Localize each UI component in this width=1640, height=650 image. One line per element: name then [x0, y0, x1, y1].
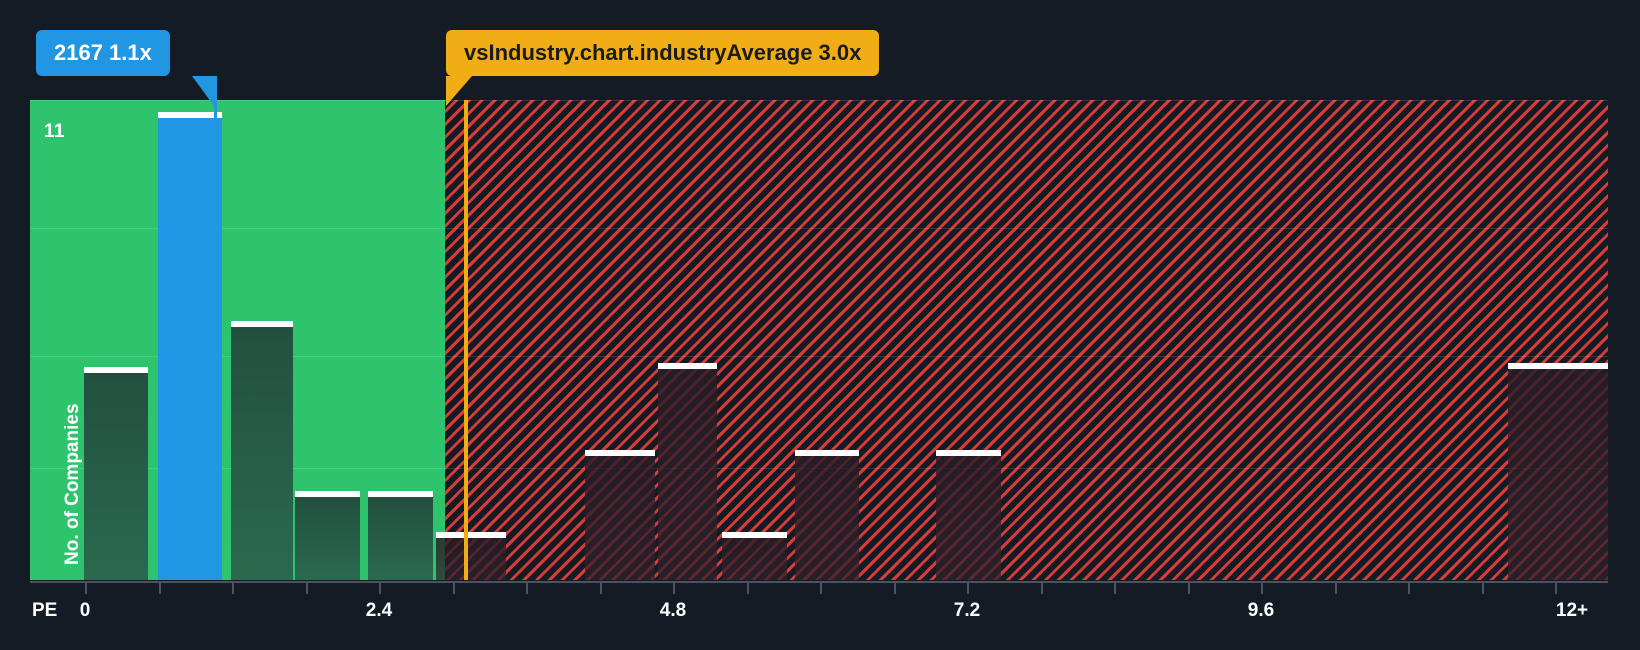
x-axis-tick	[1261, 583, 1263, 594]
x-axis-tick	[673, 583, 675, 594]
x-axis-tick	[1482, 583, 1484, 594]
x-axis-tick	[1555, 583, 1557, 594]
x-axis-tick	[232, 583, 234, 594]
x-axis-label-7.2: 7.2	[953, 600, 981, 621]
bar-bin-11[interactable]	[658, 363, 717, 580]
plot-area	[30, 100, 1608, 580]
bar-bin-16[interactable]	[936, 450, 1001, 580]
x-axis-tick	[379, 583, 381, 594]
x-axis-tick	[159, 583, 161, 594]
x-axis-tick	[1408, 583, 1410, 594]
bar-bin-2[interactable]	[231, 321, 293, 580]
bar-bin-9[interactable]	[585, 450, 655, 580]
bar-cap	[158, 112, 222, 118]
x-axis-tick	[747, 583, 749, 594]
bar-bin-1-highlighted[interactable]	[158, 112, 222, 580]
bar-bin-3[interactable]	[295, 491, 360, 580]
x-axis-tick	[894, 583, 896, 594]
bar-cap	[295, 491, 360, 497]
bar-bin-4[interactable]	[368, 491, 433, 580]
x-axis-label-12: 12+	[1555, 600, 1589, 621]
bar-cap	[585, 450, 655, 456]
industry-average-callout-tail	[446, 76, 472, 106]
gridline-y-1	[30, 100, 1608, 101]
bar-cap	[795, 450, 859, 456]
bar-cap	[231, 321, 293, 327]
industry-average-callout[interactable]: vsIndustry.chart.industryAverage 3.0x	[446, 30, 880, 76]
bar-cap	[936, 450, 1001, 456]
company-callout-stem	[214, 76, 217, 118]
bar-bin-0[interactable]	[84, 367, 148, 580]
gridline-y-2	[30, 228, 1608, 229]
x-axis-tick	[453, 583, 455, 594]
industry-average-line	[464, 100, 468, 580]
x-axis-tick	[1335, 583, 1337, 594]
bar-bin-30[interactable]	[1508, 363, 1608, 580]
x-axis-tick	[85, 583, 87, 594]
bar-cap	[84, 367, 148, 373]
x-axis-tick	[1188, 583, 1190, 594]
bar-cap	[368, 491, 433, 497]
company-callout[interactable]: 2167 1.1x	[36, 30, 170, 76]
bar-bin-12[interactable]	[722, 532, 787, 580]
x-axis-tick	[526, 583, 528, 594]
x-axis-tick	[600, 583, 602, 594]
overvalued-zone	[445, 100, 1608, 580]
x-axis-tick	[1041, 583, 1043, 594]
x-axis-label-0: 0	[79, 600, 91, 621]
x-axis-title: PE	[32, 600, 58, 621]
bar-cap	[722, 532, 787, 538]
x-axis-label-2.4: 2.4	[365, 600, 393, 621]
x-axis-tick	[820, 583, 822, 594]
x-axis-label-4.8: 4.8	[659, 600, 687, 621]
x-axis-label-9.6: 9.6	[1247, 600, 1275, 621]
bar-bin-14[interactable]	[795, 450, 859, 580]
bar-cap	[1508, 363, 1608, 369]
y-axis-max-label: 11	[44, 121, 65, 142]
x-axis-tick	[967, 583, 969, 594]
gridline-y-3	[30, 356, 1608, 357]
bar-bin-5[interactable]	[436, 532, 506, 580]
x-axis-line	[30, 581, 1608, 583]
x-axis-tick	[1114, 583, 1116, 594]
bar-cap	[436, 532, 506, 538]
x-axis-tick	[306, 583, 308, 594]
y-axis-title: No. of Companies	[62, 403, 83, 565]
bar-cap	[658, 363, 717, 369]
company-callout-tail	[192, 76, 214, 106]
